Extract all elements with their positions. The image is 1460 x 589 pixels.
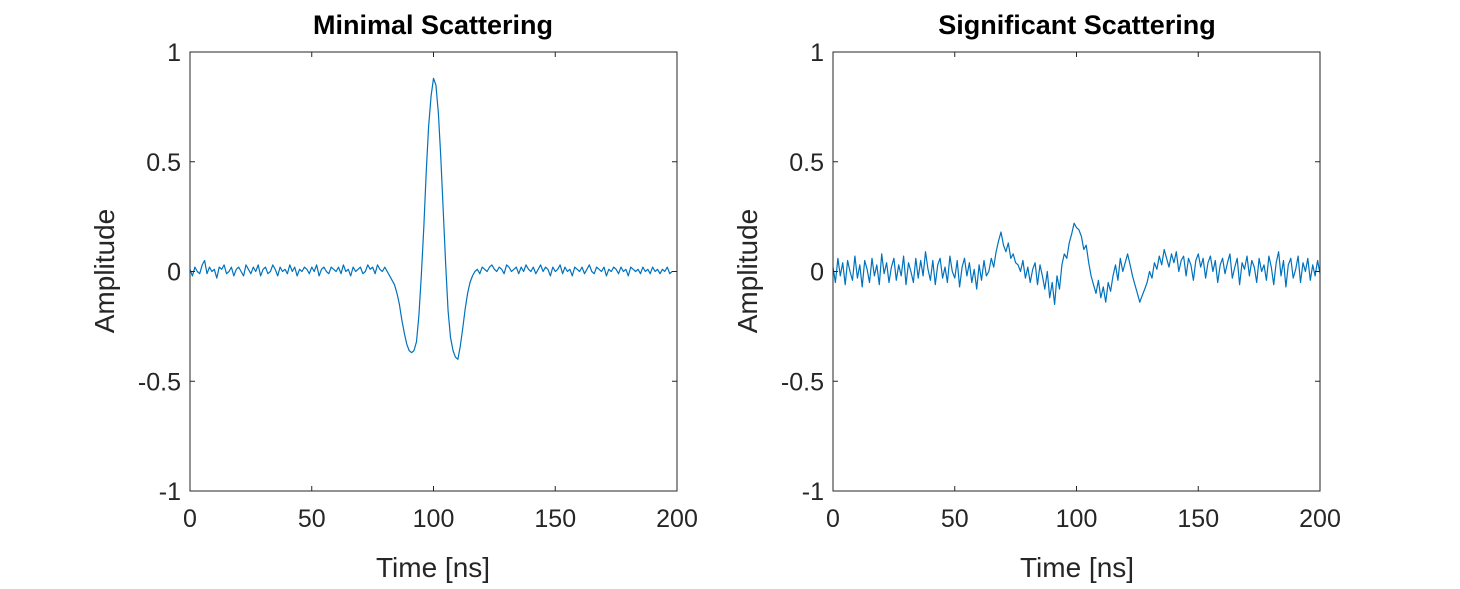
y-tick-label: 1	[810, 39, 824, 67]
x-tick-label: 200	[656, 505, 698, 533]
y-tick-label: 0.5	[789, 149, 824, 177]
axes-significant-scattering: Significant Scattering Time [ns] Amplitu…	[732, 10, 1341, 583]
axes-box	[189, 51, 678, 492]
y-tick-label: 0	[167, 259, 181, 287]
y-tick-label: -0.5	[781, 368, 824, 396]
axes-minimal-scattering: Minimal Scattering Time [ns] Amplitude 0…	[89, 10, 698, 583]
x-tick-label: 50	[941, 505, 969, 533]
x-axis-label: Time [ns]	[1020, 552, 1134, 583]
x-tick-label: 150	[534, 505, 576, 533]
x-tick-label: 150	[1177, 505, 1219, 533]
chart-title: Minimal Scattering	[313, 10, 553, 40]
x-tick-label: 200	[1299, 505, 1341, 533]
y-tick-label: 0	[810, 259, 824, 287]
y-tick-label: 1	[167, 39, 181, 67]
y-axis-label: Amplitude	[89, 209, 120, 334]
x-tick-label: 0	[183, 505, 197, 533]
x-tick-label: 100	[413, 505, 455, 533]
data-series-line	[832, 222, 1321, 305]
axes-box	[832, 51, 1321, 492]
x-axis-label: Time [ns]	[376, 552, 490, 583]
y-tick-label: -1	[159, 478, 181, 506]
x-tick-label: 50	[298, 505, 326, 533]
chart-title: Significant Scattering	[938, 10, 1216, 40]
data-series-line	[189, 77, 673, 360]
y-tick-label: -1	[802, 478, 824, 506]
x-tick-label: 100	[1056, 505, 1098, 533]
x-tick-label: 0	[826, 505, 840, 533]
y-tick-label: -0.5	[138, 368, 181, 396]
y-tick-label: 0.5	[146, 149, 181, 177]
y-axis-label: Amplitude	[732, 209, 763, 334]
